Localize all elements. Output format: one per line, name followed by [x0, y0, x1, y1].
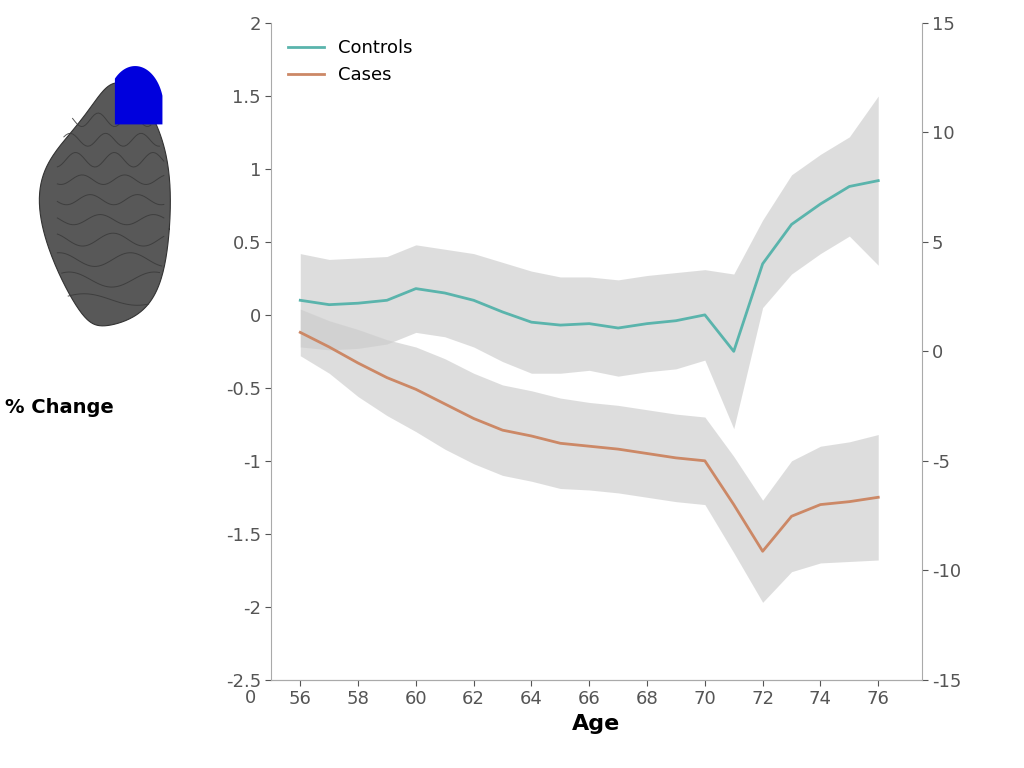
Text: 0: 0	[246, 689, 256, 707]
Polygon shape	[39, 83, 170, 326]
Legend: Controls, Cases: Controls, Cases	[281, 32, 420, 91]
Text: % Change: % Change	[5, 398, 114, 416]
X-axis label: Age: Age	[572, 713, 621, 733]
Polygon shape	[115, 66, 163, 124]
